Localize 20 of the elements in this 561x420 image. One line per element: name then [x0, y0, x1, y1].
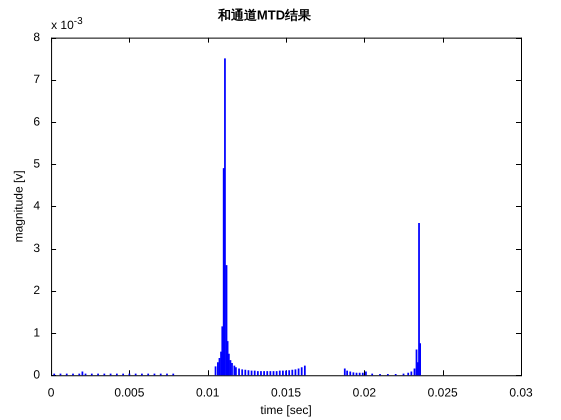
x-tick-label: 0.025: [428, 386, 458, 400]
y-tick-label: 7: [33, 72, 40, 86]
x-axis-title: time [sec]: [260, 403, 312, 418]
x-tick-label: 0.015: [271, 386, 302, 400]
x-tick-label: 0: [48, 386, 55, 400]
y-tick-label: 2: [33, 283, 40, 298]
text: x 10$^{-3}$: [51, 16, 83, 32]
chart-title: 和通道MTD结果: [216, 7, 312, 22]
y-tick-label: 8: [33, 30, 40, 44]
x-tick-label: 0.02: [352, 386, 376, 400]
y-tick-label: 5: [33, 156, 40, 171]
x-tick-label: 0.03: [509, 386, 533, 400]
y-tick-label: 6: [33, 114, 40, 128]
y-axis-title: magnitude [v]: [12, 170, 26, 242]
y-tick-label: 4: [33, 198, 40, 213]
y-tick-label: 1: [33, 325, 40, 340]
y-tick-label: 3: [33, 240, 40, 255]
x-tick-label: 0.01: [196, 386, 220, 400]
y-tick-label: 0: [33, 368, 40, 382]
x-tick-label: 0.005: [114, 386, 145, 400]
